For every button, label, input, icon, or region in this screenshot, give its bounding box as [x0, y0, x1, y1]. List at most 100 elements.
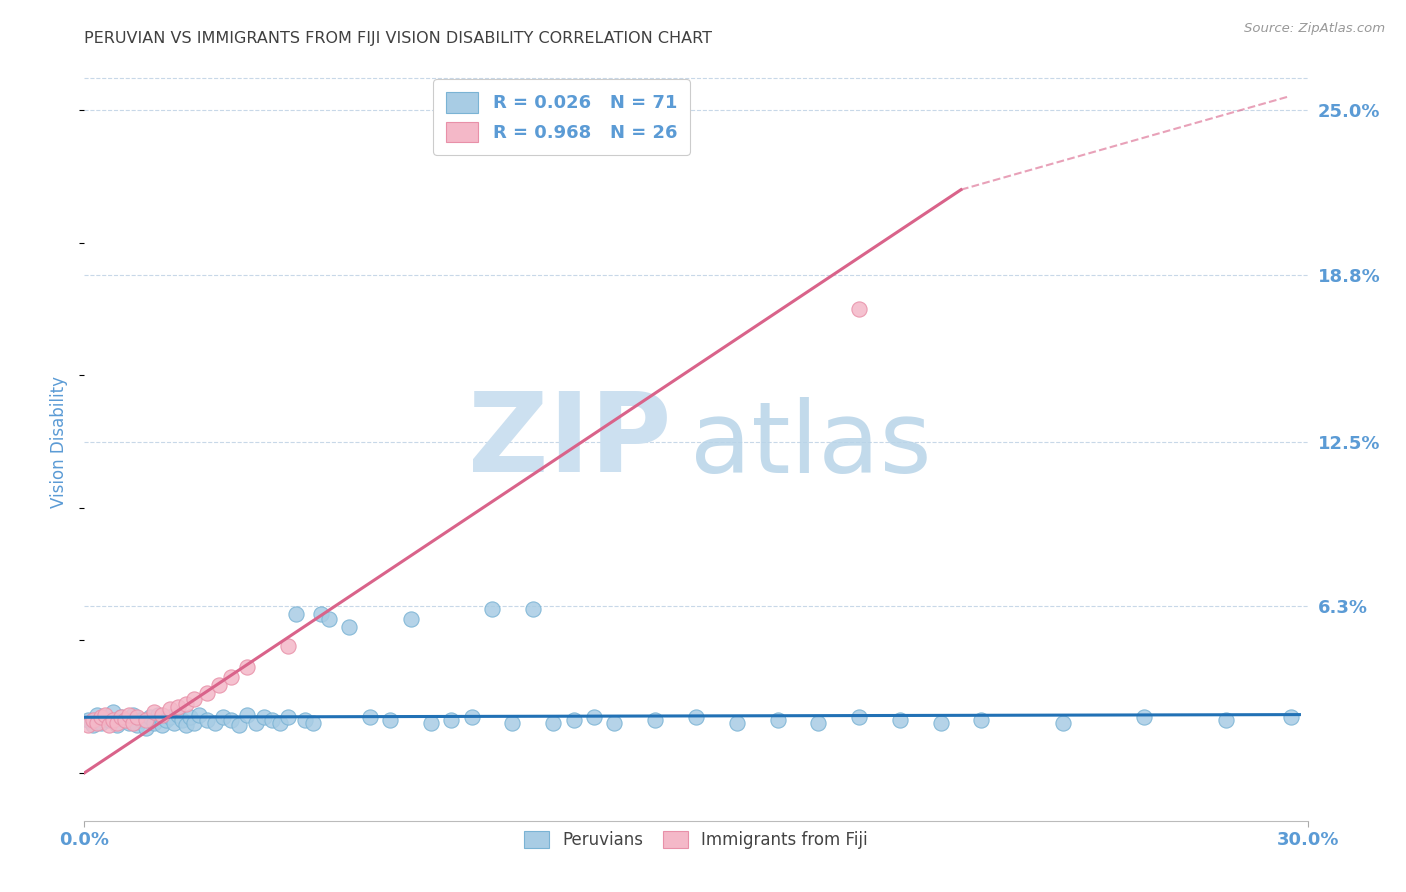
Point	[301, 715, 323, 730]
Point	[807, 715, 830, 730]
Point	[174, 718, 197, 732]
Point	[481, 601, 503, 615]
Text: Source: ZipAtlas.com: Source: ZipAtlas.com	[1244, 22, 1385, 36]
Point	[685, 710, 707, 724]
Point	[150, 718, 173, 732]
Point	[970, 713, 993, 727]
Point	[146, 707, 169, 722]
Text: ZIP: ZIP	[468, 388, 672, 495]
Point	[155, 713, 177, 727]
Point	[163, 715, 186, 730]
Point	[86, 707, 108, 722]
Point	[583, 710, 606, 724]
Point	[138, 710, 160, 724]
Point	[86, 715, 108, 730]
Point	[420, 715, 443, 730]
Point	[562, 713, 585, 727]
Point	[105, 715, 128, 730]
Point	[269, 715, 291, 730]
Point	[127, 710, 149, 724]
Point	[122, 707, 145, 722]
Point	[97, 718, 120, 732]
Point	[603, 715, 626, 730]
Point	[318, 612, 340, 626]
Point	[260, 713, 283, 727]
Point	[339, 620, 361, 634]
Point	[1133, 710, 1156, 724]
Point	[110, 710, 132, 724]
Point	[110, 710, 132, 724]
Point	[208, 678, 231, 692]
Point	[77, 713, 100, 727]
Point	[131, 713, 153, 727]
Point	[889, 713, 911, 727]
Text: atlas: atlas	[690, 397, 932, 494]
Point	[101, 713, 124, 727]
Point	[97, 713, 120, 727]
Legend: Peruvians, Immigrants from Fiji: Peruvians, Immigrants from Fiji	[516, 823, 876, 858]
Point	[1279, 710, 1302, 724]
Point	[101, 705, 124, 719]
Point	[253, 710, 276, 724]
Point	[183, 691, 205, 706]
Point	[399, 612, 422, 626]
Point	[114, 713, 136, 727]
Point	[277, 639, 299, 653]
Point	[277, 710, 299, 724]
Point	[848, 301, 870, 316]
Point	[183, 715, 205, 730]
Y-axis label: Vision Disability: Vision Disability	[51, 376, 69, 508]
Point	[93, 710, 115, 724]
Point	[93, 707, 115, 722]
Point	[174, 697, 197, 711]
Point	[204, 715, 226, 730]
Point	[127, 718, 149, 732]
Point	[294, 713, 316, 727]
Point	[195, 686, 218, 700]
Point	[159, 710, 181, 724]
Point	[219, 713, 242, 727]
Point	[167, 699, 190, 714]
Point	[929, 715, 952, 730]
Point	[187, 707, 209, 722]
Point	[142, 705, 165, 719]
Point	[118, 707, 141, 722]
Point	[114, 713, 136, 727]
Point	[142, 715, 165, 730]
Point	[228, 718, 250, 732]
Point	[167, 707, 190, 722]
Point	[179, 710, 201, 724]
Point	[90, 710, 112, 724]
Point	[90, 715, 112, 730]
Point	[285, 607, 308, 621]
Point	[150, 707, 173, 722]
Point	[195, 713, 218, 727]
Point	[212, 710, 235, 724]
Point	[848, 710, 870, 724]
Point	[219, 671, 242, 685]
Point	[245, 715, 267, 730]
Point	[236, 660, 259, 674]
Point	[502, 715, 524, 730]
Point	[77, 718, 100, 732]
Point	[159, 702, 181, 716]
Point	[82, 713, 104, 727]
Point	[236, 707, 259, 722]
Text: PERUVIAN VS IMMIGRANTS FROM FIJI VISION DISABILITY CORRELATION CHART: PERUVIAN VS IMMIGRANTS FROM FIJI VISION …	[84, 31, 713, 46]
Point	[766, 713, 789, 727]
Point	[725, 715, 748, 730]
Point	[135, 721, 157, 735]
Point	[172, 713, 194, 727]
Point	[82, 718, 104, 732]
Point	[122, 715, 145, 730]
Point	[543, 715, 565, 730]
Point	[522, 601, 544, 615]
Point	[440, 713, 463, 727]
Point	[1052, 715, 1074, 730]
Point	[644, 713, 666, 727]
Point	[380, 713, 402, 727]
Point	[461, 710, 484, 724]
Point	[118, 715, 141, 730]
Point	[1215, 713, 1237, 727]
Point	[309, 607, 332, 621]
